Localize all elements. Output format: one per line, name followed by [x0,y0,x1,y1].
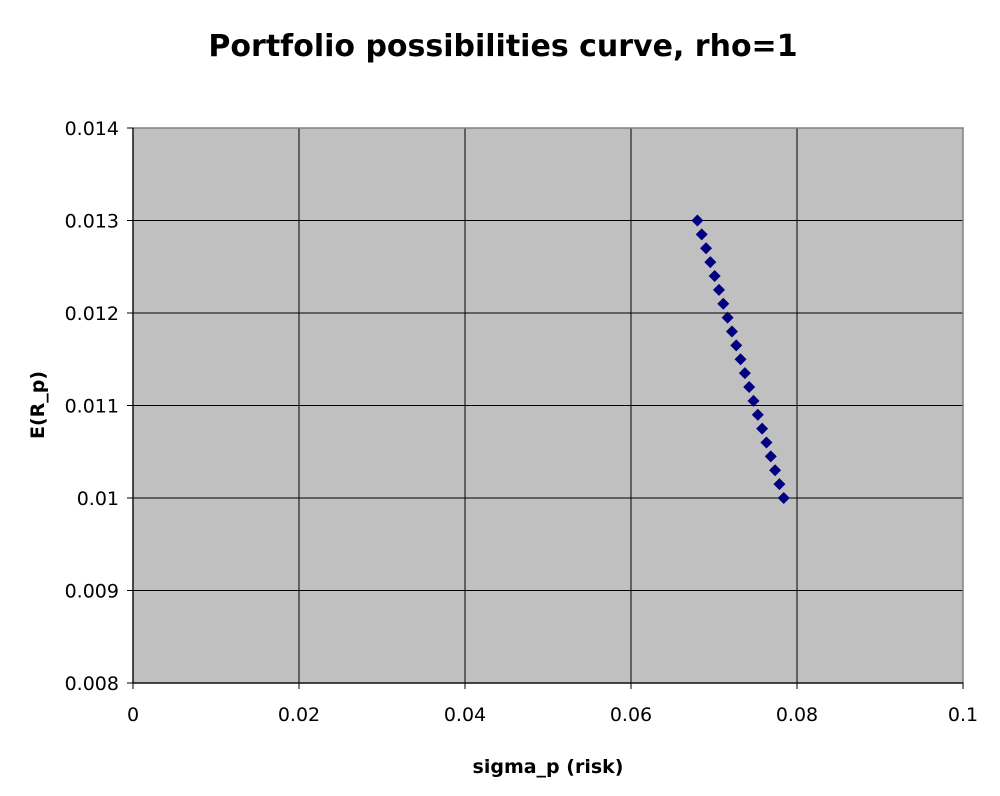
data-point [764,450,777,463]
data-point [738,367,751,380]
data-point [743,381,756,393]
data-point [777,492,790,504]
data-point [730,339,743,352]
x-tick-label: 0.02 [278,704,320,726]
data-point [751,408,764,421]
y-tick-label: 0.014 [65,118,119,140]
data-point [725,325,738,338]
y-tick-label: 0.011 [65,396,119,418]
x-tick-label: 0.1 [948,704,978,726]
x-tick-label: 0.08 [776,704,818,726]
x-tick-label: 0.04 [444,704,486,726]
data-point [721,311,734,324]
x-axis-title: sigma_p (risk) [473,756,624,778]
y-tick-label: 0.01 [77,488,119,510]
data-point [691,214,704,227]
y-tick-label: 0.008 [65,673,119,695]
data-point [756,422,769,435]
data-point [734,353,747,366]
data-point [695,228,708,241]
data-point [704,256,717,269]
gridlines [133,128,963,683]
y-tick-label: 0.012 [65,303,119,325]
x-tick-label: 0 [127,704,139,726]
data-point [717,297,730,310]
data-points [691,214,790,504]
data-point [769,464,782,477]
data-point [708,270,721,282]
x-tick-labels: 0 0.02 0.04 0.06 0.08 0.1 [127,704,978,726]
chart-title: Portfolio possibilities curve, rho=1 [208,29,797,64]
axes [127,127,964,689]
y-tick-label: 0.009 [65,581,119,603]
data-point [712,283,725,296]
y-axis-title: E(R_p) [27,371,49,439]
data-point [700,242,713,255]
x-tick-label: 0.06 [610,704,652,726]
y-tick-label: 0.013 [65,211,119,233]
data-point [747,394,760,407]
data-point [760,436,773,449]
y-tick-labels: 0.008 0.009 0.01 0.011 0.012 0.013 0.014 [65,118,119,695]
data-point [773,478,786,491]
